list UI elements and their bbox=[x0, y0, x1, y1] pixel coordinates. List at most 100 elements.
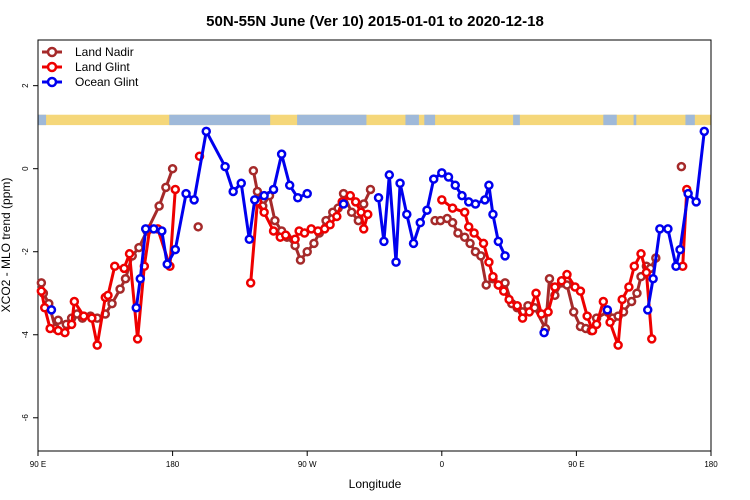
data-point bbox=[60, 327, 70, 338]
data-point bbox=[642, 305, 653, 315]
data-point bbox=[79, 311, 89, 321]
data-point bbox=[632, 288, 642, 298]
data-point bbox=[293, 193, 303, 203]
data-point bbox=[46, 305, 57, 315]
data-point bbox=[252, 186, 263, 197]
data-point bbox=[69, 296, 80, 307]
data-point bbox=[517, 313, 528, 323]
data-point bbox=[602, 305, 613, 315]
data-point bbox=[149, 224, 159, 234]
data-point bbox=[437, 168, 447, 178]
data-point bbox=[124, 249, 135, 259]
data-point bbox=[408, 238, 419, 249]
data-point bbox=[391, 257, 401, 267]
data-point bbox=[309, 238, 319, 249]
x-tick-label: 180 bbox=[166, 460, 180, 469]
data-point bbox=[280, 230, 291, 240]
data-point bbox=[228, 186, 238, 197]
y-tick-label: 0 bbox=[21, 166, 30, 171]
land-band bbox=[38, 114, 711, 126]
data-point bbox=[488, 209, 498, 220]
data-point bbox=[395, 178, 405, 188]
legend-label: Ocean Glint bbox=[75, 75, 139, 89]
data-point bbox=[636, 249, 646, 259]
data-point bbox=[87, 313, 97, 323]
data-point bbox=[691, 197, 701, 207]
y-tick-label: 2 bbox=[21, 83, 30, 88]
data-point bbox=[157, 226, 167, 236]
data-point bbox=[170, 184, 181, 195]
data-point bbox=[161, 182, 171, 193]
data-point bbox=[36, 278, 47, 288]
data-point bbox=[193, 222, 203, 232]
ocean-band bbox=[38, 114, 47, 126]
x-axis-label: Longitude bbox=[349, 477, 402, 491]
data-point bbox=[524, 307, 535, 317]
data-point bbox=[244, 234, 255, 245]
data-point bbox=[134, 242, 144, 253]
legend-label: Land Nadir bbox=[75, 45, 134, 59]
legend-marker bbox=[46, 76, 58, 88]
data-point bbox=[481, 280, 491, 290]
data-point bbox=[591, 319, 602, 330]
data-point bbox=[437, 195, 447, 205]
x-tick-label: 90 E bbox=[30, 460, 46, 469]
data-point bbox=[626, 296, 637, 307]
data-point bbox=[325, 219, 335, 230]
data-point bbox=[683, 188, 693, 199]
data-point bbox=[582, 311, 592, 321]
data-point bbox=[103, 290, 113, 301]
data-point bbox=[259, 207, 269, 218]
series-land-glint bbox=[36, 151, 692, 350]
data-point bbox=[575, 286, 586, 296]
data-point bbox=[447, 217, 458, 228]
data-point bbox=[484, 257, 494, 267]
y-tick-label: -6 bbox=[21, 414, 30, 422]
data-point bbox=[568, 307, 579, 317]
data-point bbox=[504, 294, 514, 305]
data-point bbox=[140, 224, 151, 234]
data-point bbox=[457, 190, 467, 201]
data-point bbox=[402, 209, 412, 220]
data-point bbox=[676, 161, 687, 172]
data-point bbox=[201, 126, 211, 137]
data-point bbox=[92, 340, 102, 350]
x-axis: 90 E 180 90 W 0 90 E 180 bbox=[30, 451, 718, 469]
data-point bbox=[236, 178, 246, 188]
data-point bbox=[624, 282, 634, 292]
data-point bbox=[346, 207, 357, 218]
data-point bbox=[699, 126, 710, 137]
data-point bbox=[550, 282, 560, 292]
data-point bbox=[45, 323, 55, 334]
plot-frame bbox=[37, 39, 712, 452]
data-point bbox=[629, 261, 640, 272]
ocean-band bbox=[513, 114, 520, 126]
data-point bbox=[498, 286, 509, 296]
ocean-band bbox=[685, 114, 695, 126]
data-point bbox=[493, 280, 504, 290]
data-point bbox=[119, 263, 129, 274]
data-point bbox=[268, 226, 279, 236]
data-point bbox=[469, 228, 479, 238]
data-point bbox=[459, 207, 470, 218]
data-point bbox=[53, 315, 63, 325]
data-point bbox=[512, 300, 522, 311]
x-tick-label: 0 bbox=[440, 460, 445, 469]
ocean-band bbox=[633, 114, 637, 126]
data-point bbox=[345, 190, 356, 201]
data-point bbox=[384, 170, 395, 180]
chart-title: 50N-55N June (Ver 10) 2015-01-01 to 2020… bbox=[206, 13, 544, 30]
data-point bbox=[131, 303, 142, 313]
data-point bbox=[671, 261, 681, 272]
data-point bbox=[373, 193, 384, 203]
ocean-band bbox=[424, 114, 436, 126]
data-point bbox=[66, 319, 77, 330]
data-point bbox=[484, 180, 494, 191]
data-point bbox=[249, 195, 260, 205]
data-point bbox=[302, 246, 312, 257]
data-point bbox=[415, 217, 426, 228]
data-point bbox=[422, 205, 432, 215]
legend-marker bbox=[46, 46, 58, 58]
y-axis-label: XCO2 - MLO trend (ppm) bbox=[0, 178, 13, 313]
